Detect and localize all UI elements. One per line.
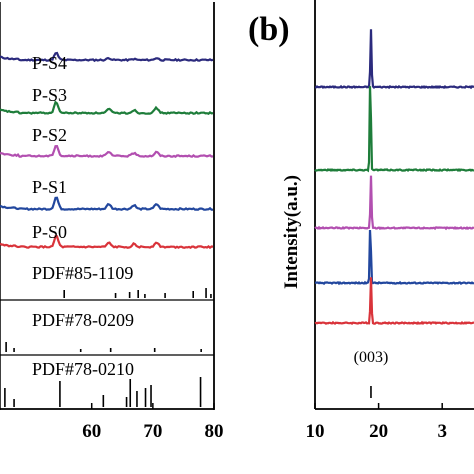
b-x-tick-label-10: 10 [306, 421, 325, 442]
pattern-curve-p-s4 [0, 51, 214, 63]
pattern-curve-p-s3 [0, 100, 214, 115]
x-tick-label-80: 80 [205, 421, 224, 442]
pattern-curve-p-s0 [0, 235, 214, 250]
series-label-p-s2: P-S2 [32, 125, 67, 145]
b-x-tick-label-20: 20 [369, 421, 388, 442]
series-label-p-s0: P-S0 [32, 222, 67, 242]
pattern-curve-b-1 [314, 29, 474, 90]
series-label-p-s1: P-S1 [32, 177, 67, 197]
reference-label-78-0209: PDF#78-0209 [32, 310, 134, 330]
pattern-curve-b-5 [314, 277, 474, 326]
reference-label-85-1109: PDF#85-1109 [32, 263, 133, 283]
reference-label-78-0210: PDF#78-0210 [32, 359, 134, 379]
panel-b-label: (b) [248, 11, 290, 48]
b-x-tick-label-30: 3 [437, 421, 447, 442]
panel-b-y-axis-label: Intensity(a.u.) [281, 175, 302, 289]
pattern-curve-b-3 [314, 175, 474, 231]
x-tick-label-70: 70 [143, 421, 162, 442]
pattern-curve-b-2 [314, 86, 474, 173]
peak-annotation-003: (003) [354, 349, 389, 366]
pattern-curve-b-4 [314, 229, 474, 286]
panel-a: 60 70 80 P-S4 P-S3 P-S2 P-S1 P-S0 PDF#85-1… [0, 2, 224, 442]
series-label-p-s4: P-S4 [32, 53, 67, 73]
x-tick-label-60: 60 [82, 421, 101, 442]
panel-b: (b) Intensity(a.u.) 10 20 3 (003) [248, 0, 474, 442]
pattern-curve-p-s1 [0, 196, 213, 211]
series-label-p-s3: P-S3 [32, 85, 67, 105]
pattern-curve-p-s2 [0, 144, 214, 158]
